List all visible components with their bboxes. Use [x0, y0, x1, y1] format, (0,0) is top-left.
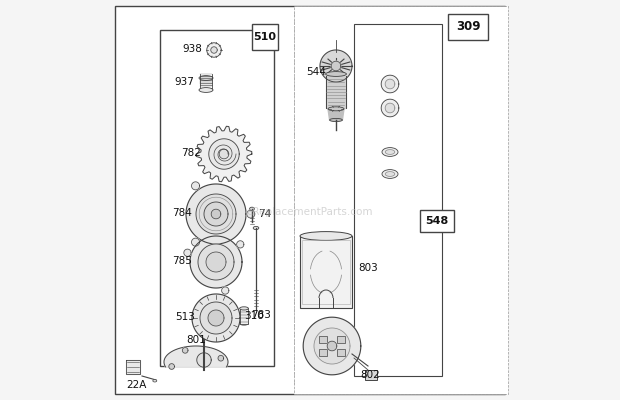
Polygon shape [196, 194, 236, 234]
Polygon shape [204, 202, 228, 226]
Polygon shape [207, 43, 221, 57]
Text: 802: 802 [360, 370, 379, 380]
Polygon shape [182, 348, 188, 353]
FancyBboxPatch shape [252, 24, 278, 50]
Ellipse shape [239, 322, 249, 325]
FancyBboxPatch shape [300, 236, 352, 308]
Text: 22A: 22A [126, 380, 146, 390]
Polygon shape [303, 317, 361, 375]
Polygon shape [328, 109, 344, 120]
Polygon shape [222, 287, 229, 294]
Ellipse shape [253, 226, 259, 230]
FancyBboxPatch shape [294, 6, 508, 394]
Ellipse shape [385, 150, 395, 154]
Polygon shape [214, 144, 234, 164]
Polygon shape [190, 236, 242, 288]
FancyBboxPatch shape [365, 370, 377, 380]
Polygon shape [196, 126, 252, 182]
Text: eReplacementParts.com: eReplacementParts.com [247, 207, 373, 217]
Polygon shape [218, 356, 224, 361]
Ellipse shape [300, 232, 352, 240]
Polygon shape [211, 47, 217, 53]
Text: 510: 510 [254, 32, 277, 42]
Text: 937: 937 [174, 77, 194, 87]
Ellipse shape [330, 118, 342, 122]
Polygon shape [211, 209, 221, 219]
Ellipse shape [382, 148, 398, 156]
Text: 310: 310 [244, 311, 264, 321]
Polygon shape [186, 184, 246, 244]
Polygon shape [126, 360, 140, 374]
FancyBboxPatch shape [115, 6, 505, 394]
Ellipse shape [382, 170, 398, 178]
Ellipse shape [328, 107, 344, 111]
Polygon shape [200, 302, 232, 334]
Polygon shape [206, 252, 226, 272]
FancyBboxPatch shape [337, 336, 345, 343]
Polygon shape [237, 241, 244, 248]
Polygon shape [327, 341, 337, 351]
Text: 938: 938 [182, 44, 202, 54]
FancyBboxPatch shape [354, 24, 442, 376]
FancyBboxPatch shape [448, 14, 488, 40]
Ellipse shape [199, 76, 213, 80]
Text: 309: 309 [456, 20, 480, 34]
Polygon shape [192, 294, 240, 342]
Text: 782: 782 [181, 148, 201, 158]
FancyBboxPatch shape [319, 349, 327, 356]
Polygon shape [209, 139, 239, 169]
Text: 783: 783 [251, 310, 271, 320]
FancyBboxPatch shape [239, 308, 249, 324]
Polygon shape [331, 61, 341, 71]
FancyBboxPatch shape [199, 78, 213, 84]
Text: 548: 548 [425, 216, 449, 226]
FancyBboxPatch shape [160, 30, 274, 366]
Ellipse shape [239, 307, 249, 310]
Text: 513: 513 [175, 312, 195, 322]
Ellipse shape [385, 172, 395, 176]
FancyBboxPatch shape [420, 210, 454, 232]
Polygon shape [381, 99, 399, 117]
FancyBboxPatch shape [337, 349, 345, 356]
Polygon shape [385, 103, 395, 113]
Polygon shape [197, 353, 211, 367]
Polygon shape [208, 310, 224, 326]
Polygon shape [169, 364, 174, 369]
Text: 801: 801 [186, 335, 206, 345]
Polygon shape [164, 346, 228, 367]
Polygon shape [320, 50, 352, 82]
Ellipse shape [153, 380, 157, 382]
Polygon shape [184, 249, 191, 256]
Polygon shape [314, 328, 350, 364]
Text: 803: 803 [358, 263, 378, 273]
Polygon shape [192, 182, 200, 190]
Text: 785: 785 [172, 256, 192, 266]
Polygon shape [385, 79, 395, 89]
Polygon shape [326, 76, 346, 108]
Polygon shape [247, 210, 255, 218]
Ellipse shape [326, 72, 347, 76]
Text: 74: 74 [258, 209, 272, 219]
Text: 784: 784 [172, 208, 192, 218]
Polygon shape [381, 75, 399, 93]
Polygon shape [198, 244, 234, 280]
Text: 544: 544 [306, 67, 326, 77]
Ellipse shape [250, 207, 254, 210]
Polygon shape [219, 149, 229, 159]
FancyBboxPatch shape [319, 336, 327, 343]
Polygon shape [192, 238, 200, 246]
Ellipse shape [199, 88, 213, 92]
